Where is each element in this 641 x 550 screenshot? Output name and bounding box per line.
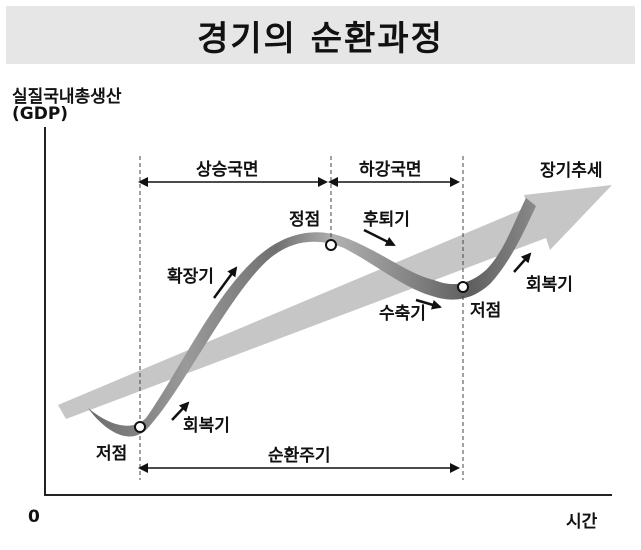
contraction-arrow <box>415 298 442 310</box>
recession-arrow <box>363 228 396 247</box>
trend-label: 장기추세 <box>540 161 603 181</box>
y-axis-label: 실질국내총생산 <box>12 87 122 107</box>
trough-right-label: 저점 <box>470 301 502 321</box>
recovery-left-arrow <box>171 401 190 421</box>
y-axis-label-sub: (GDP) <box>12 104 69 124</box>
expansion-arrow <box>212 266 238 299</box>
contraction-label: 수축기 <box>379 304 426 324</box>
recovery-left-label: 회복기 <box>183 416 230 436</box>
contraction-phase-label: 하강국면 <box>359 160 422 180</box>
expansion-phase-label: 상승국면 <box>196 160 259 180</box>
trough-right-point <box>457 281 469 293</box>
title-bar: 경기의 순환과정 <box>6 6 635 64</box>
recession-label: 후퇴기 <box>363 210 410 230</box>
expansion-label: 확장기 <box>167 267 214 287</box>
diagram-title: 경기의 순환과정 <box>197 18 444 59</box>
origin-label: 0 <box>28 507 40 527</box>
recovery-right-label: 회복기 <box>526 275 573 295</box>
recovery-right-arrow <box>513 252 532 273</box>
peak-label: 정점 <box>289 210 321 230</box>
x-axis-label: 시간 <box>566 512 598 532</box>
peak-point <box>325 239 337 251</box>
long-term-trend-arrow <box>58 185 612 419</box>
trough-left-point <box>134 421 146 433</box>
trough-left-label: 저점 <box>96 444 128 464</box>
cycle-label: 순환주기 <box>268 446 331 466</box>
